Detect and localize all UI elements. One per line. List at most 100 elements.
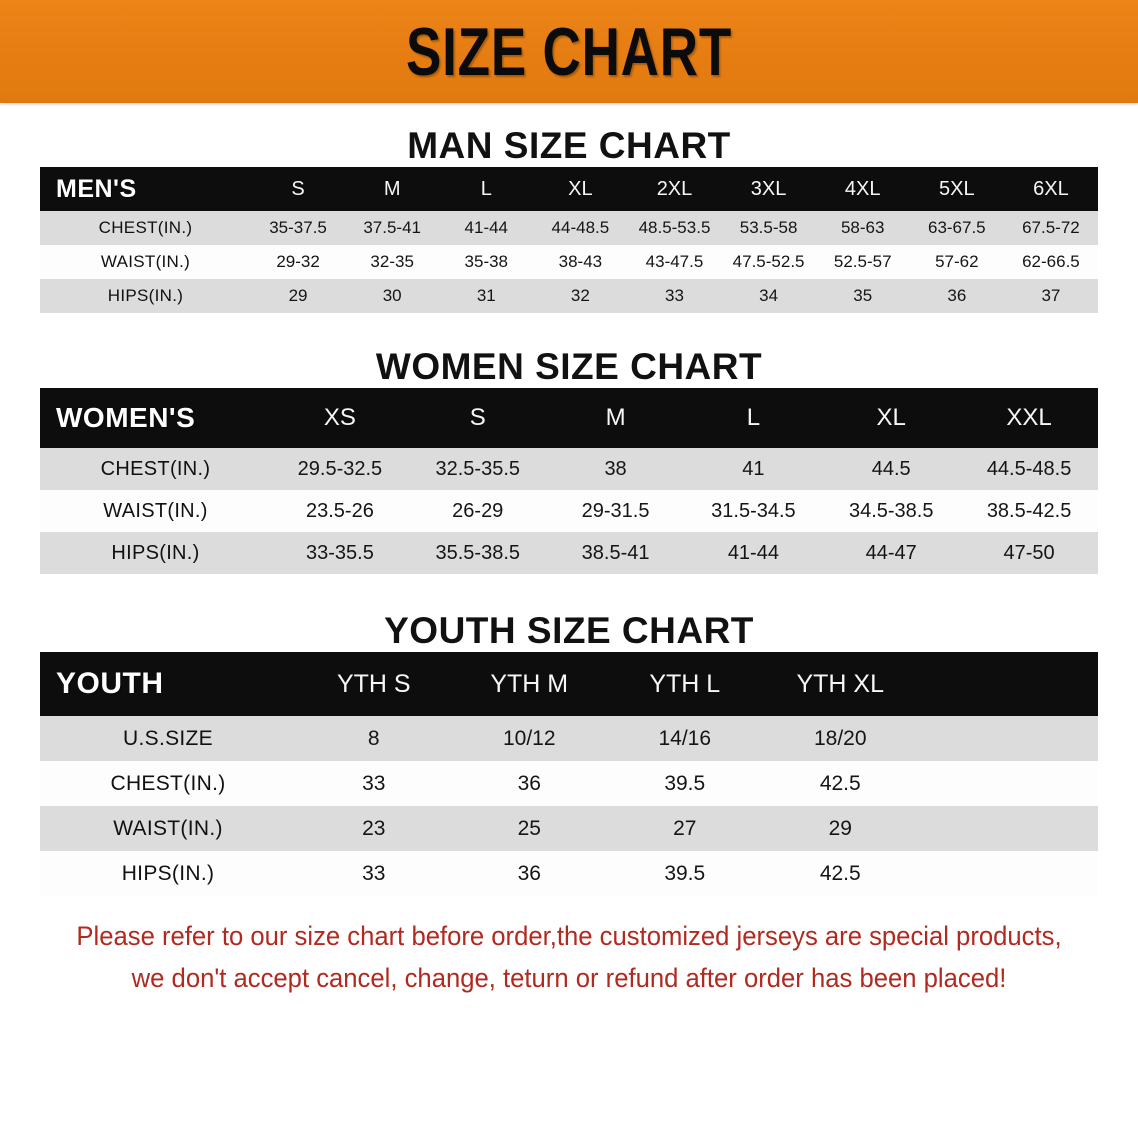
table-cell: 10/12 (502, 726, 556, 750)
table-cell: 38.5-41 (581, 541, 650, 564)
youth-col-spacer (918, 652, 1098, 716)
table-cell: 41-44 (464, 218, 509, 237)
table-cell: 44-48.5 (551, 218, 610, 237)
table-cell: 35.5-38.5 (435, 541, 520, 564)
table-cell: 34.5-38.5 (848, 499, 934, 522)
man-row-label-hips: HIPS(IN.) (107, 286, 184, 305)
youth-col-yth-l: YTH L (649, 669, 721, 698)
table-cell: 38.5-42.5 (986, 499, 1072, 522)
table-cell: 23 (362, 816, 386, 840)
table-row: CHEST(IN.) 29.5-32.5 32.5-35.5 38 41 44.… (40, 448, 1098, 490)
table-cell-spacer (918, 806, 1098, 851)
women-size-table: WOMEN'S XS S M L XL XXL CHEST(IN.) 29.5-… (40, 388, 1098, 574)
table-row: WAIST(IN.) 23.5-26 26-29 29-31.5 31.5-34… (40, 490, 1098, 532)
man-row-label-waist: WAIST(IN.) (100, 252, 191, 271)
table-cell: 31 (476, 286, 496, 305)
table-row: CHEST(IN.) 35-37.5 37.5-41 41-44 44-48.5… (40, 211, 1098, 245)
youth-col-yth-m: YTH M (490, 669, 569, 698)
man-size-table: MEN'S S M L XL 2XL 3XL 4XL 5XL 6XL CHEST… (40, 167, 1098, 313)
table-cell: 62-66.5 (1022, 252, 1080, 271)
table-cell: 57-62 (935, 252, 979, 271)
table-cell: 29.5-32.5 (297, 457, 383, 480)
table-cell: 37 (1041, 286, 1061, 305)
table-cell: 36 (517, 861, 541, 885)
table-cell: 39.5 (664, 861, 706, 885)
women-section-title: WOMEN SIZE CHART (375, 346, 763, 387)
footer-disclaimer-line-1: Please refer to our size chart before or… (76, 921, 1062, 951)
table-row: HIPS(IN.) 33 36 39.5 42.5 (40, 851, 1098, 896)
table-cell: 32-35 (370, 252, 414, 271)
table-row: WAIST(IN.) 29-32 32-35 35-38 38-43 43-47… (40, 245, 1098, 279)
table-cell: 14/16 (658, 726, 712, 750)
man-col-4xl: 4XL (844, 177, 881, 200)
table-cell: 48.5-53.5 (638, 218, 711, 237)
table-cell-spacer (918, 761, 1098, 806)
women-corner-label: WOMEN'S (56, 402, 196, 433)
youth-col-yth-s: YTH S (336, 669, 411, 698)
women-table-header: WOMEN'S XS S M L XL XXL (40, 388, 1098, 448)
table-cell: 35-38 (464, 252, 509, 271)
table-row: HIPS(IN.) 29 30 31 32 33 34 35 36 37 (40, 279, 1098, 313)
women-col-xs: XS (323, 404, 356, 431)
man-col-3xl: 3XL (750, 177, 787, 200)
women-row-label-chest: CHEST(IN.) (100, 457, 211, 480)
youth-size-table: YOUTH YTH S YTH M YTH L YTH XL U.S.SIZE … (40, 652, 1098, 896)
table-cell: 58-63 (840, 218, 885, 237)
man-size-chart: MEN'S S M L XL 2XL 3XL 4XL 5XL 6XL CHEST… (40, 167, 1098, 313)
youth-row-label-waist: WAIST(IN.) (113, 816, 223, 840)
table-cell: 38 (604, 457, 627, 480)
youth-table-header: YOUTH YTH S YTH M YTH L YTH XL (40, 652, 1098, 716)
table-header-row: MEN'S S M L XL 2XL 3XL 4XL 5XL 6XL (40, 167, 1098, 211)
table-cell: 44-47 (865, 541, 917, 564)
table-cell: 53.5-58 (739, 218, 798, 237)
table-cell: 42.5 (819, 771, 861, 795)
youth-row-label-hips: HIPS(IN.) (121, 861, 215, 885)
man-col-s: S (291, 177, 305, 200)
table-row: U.S.SIZE 8 10/12 14/16 18/20 (40, 716, 1098, 761)
table-cell: 29-32 (276, 252, 320, 271)
table-header-row: WOMEN'S XS S M L XL XXL (40, 388, 1098, 448)
women-table-body: CHEST(IN.) 29.5-32.5 32.5-35.5 38 41 44.… (40, 448, 1098, 574)
man-section-title: MAN SIZE CHART (407, 125, 731, 166)
table-cell: 35 (853, 286, 873, 305)
man-table-body: CHEST(IN.) 35-37.5 37.5-41 41-44 44-48.5… (40, 211, 1098, 313)
table-cell: 47.5-52.5 (732, 252, 805, 271)
table-cell: 18/20 (813, 726, 867, 750)
women-col-s: S (469, 404, 486, 431)
man-corner-label: MEN'S (56, 174, 137, 203)
man-col-m: M (383, 177, 401, 200)
table-cell: 23.5-26 (305, 499, 374, 522)
table-cell: 29 (828, 816, 852, 840)
man-col-l: L (480, 177, 492, 200)
table-cell: 32.5-35.5 (435, 457, 520, 480)
footer-disclaimer-line-2: we don't accept cancel, change, teturn o… (131, 962, 1007, 993)
table-cell: 27 (673, 816, 697, 840)
women-row-label-hips: HIPS(IN.) (111, 541, 200, 564)
table-cell: 32 (570, 286, 590, 305)
women-col-m: M (605, 404, 626, 431)
man-col-6xl: 6XL (1033, 177, 1069, 200)
table-cell: 43-47.5 (645, 252, 704, 271)
man-row-label-chest: CHEST(IN.) (98, 218, 193, 237)
youth-row-label-chest: CHEST(IN.) (110, 771, 226, 795)
table-cell: 33 (362, 771, 386, 795)
man-table-header: MEN'S S M L XL 2XL 3XL 4XL 5XL 6XL (40, 167, 1098, 211)
table-cell: 35-37.5 (269, 218, 327, 237)
women-col-l: L (746, 404, 761, 431)
table-cell: 33 (665, 286, 684, 305)
table-cell: 44.5 (871, 457, 911, 480)
table-row: HIPS(IN.) 33-35.5 35.5-38.5 38.5-41 41-4… (40, 532, 1098, 574)
table-cell: 38-43 (558, 252, 603, 271)
table-cell: 36 (517, 771, 541, 795)
man-col-xl: XL (568, 177, 593, 200)
man-col-5xl: 5XL (939, 177, 975, 200)
page-banner: SIZE CHART (0, 0, 1138, 103)
table-cell: 41-44 (727, 541, 779, 564)
youth-row-label-us-size: U.S.SIZE (123, 726, 213, 750)
women-row-label-waist: WAIST(IN.) (103, 499, 208, 522)
table-cell: 44.5-48.5 (986, 457, 1072, 480)
table-cell-spacer (918, 716, 1098, 761)
women-size-chart: WOMEN'S XS S M L XL XXL CHEST(IN.) 29.5-… (40, 388, 1098, 574)
table-cell: 30 (382, 286, 402, 305)
table-cell-spacer (918, 851, 1098, 896)
